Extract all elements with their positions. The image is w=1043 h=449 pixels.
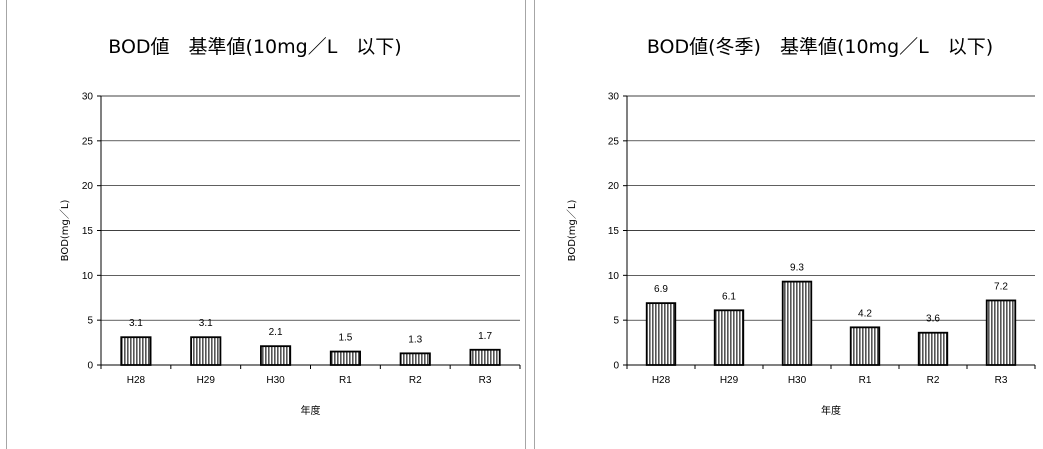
chart-title: BOD値 基準値(10mg／L 以下) — [108, 36, 401, 58]
chart-panel-right: BOD値(冬季) 基準値(10mg／L 以下) 0 5 10 15 20 25 30 6.9 H2… — [534, 0, 1043, 449]
y-tick-label: 20 — [608, 181, 620, 192]
y-tick-label: 25 — [608, 136, 620, 147]
y-tick-label: 30 — [608, 92, 620, 103]
data-label: 9.3 — [790, 263, 804, 274]
data-label: 3.1 — [129, 318, 143, 329]
bar-r1 — [329, 350, 361, 366]
bar-r1 — [849, 326, 881, 366]
y-tick-label: 20 — [82, 181, 94, 192]
x-axis-label: 年度 — [301, 404, 321, 417]
data-label: 1.3 — [408, 334, 422, 345]
bar-h30 — [260, 345, 292, 366]
y-tick-label: 0 — [613, 361, 619, 372]
chart-title: BOD値(冬季) 基準値(10mg／L 以下) — [647, 36, 993, 58]
bar-h30 — [781, 280, 813, 366]
data-label: 3.1 — [199, 318, 213, 329]
x-tick-label: R2 — [927, 375, 940, 386]
x-tick-label: R1 — [339, 375, 352, 386]
bar-h28 — [645, 302, 677, 366]
y-axis-label: BOD(mg／L) — [566, 200, 578, 262]
data-label: 7.2 — [994, 281, 1008, 292]
y-tick-label: 0 — [87, 361, 93, 372]
data-label: 1.5 — [338, 333, 352, 344]
x-tick-label: R2 — [409, 375, 422, 386]
x-tick-label: R3 — [995, 375, 1008, 386]
y-tick-label: 25 — [82, 136, 94, 147]
bar-r2 — [399, 352, 431, 366]
x-tick-label: H28 — [652, 375, 671, 386]
bar-h29 — [713, 309, 745, 366]
bar-chart-bod: BOD値 基準値(10mg／L 以下) 0 5 10 15 20 25 30 3.1 H28 3.1… — [59, 36, 521, 417]
data-label: 3.6 — [926, 314, 940, 325]
x-tick-label: H30 — [266, 375, 285, 386]
x-tick-label: H30 — [788, 375, 807, 386]
bar-r3 — [469, 348, 501, 366]
x-tick-label: H29 — [720, 375, 739, 386]
y-tick-label: 15 — [608, 226, 620, 237]
x-axis-label: 年度 — [821, 404, 841, 417]
bar-h29 — [190, 336, 222, 366]
x-tick-label: R1 — [859, 375, 872, 386]
data-label: 6.9 — [654, 284, 668, 295]
data-label: 4.2 — [858, 308, 872, 319]
y-tick-label: 10 — [82, 271, 94, 282]
data-label: 2.1 — [269, 327, 283, 338]
x-tick-label: R3 — [479, 375, 492, 386]
x-tick-label: H29 — [197, 375, 216, 386]
y-tick-label: 15 — [82, 226, 94, 237]
bar-chart-bod-winter: BOD値(冬季) 基準値(10mg／L 以下) 0 5 10 15 20 25 30 6.9 H2… — [566, 36, 1036, 417]
y-tick-label: 5 — [87, 316, 93, 327]
bar-r3 — [985, 299, 1017, 366]
bar-r2 — [917, 331, 949, 366]
chart-panel-left: BOD値 基準値(10mg／L 以下) 0 5 10 15 20 25 30 3.1 H28 3.1… — [6, 0, 526, 449]
y-axis-label: BOD(mg／L) — [59, 200, 71, 262]
bar-h28 — [120, 336, 152, 366]
y-tick-label: 5 — [613, 316, 619, 327]
y-tick-label: 30 — [82, 92, 94, 103]
y-tick-label: 10 — [608, 271, 620, 282]
x-tick-label: H28 — [127, 375, 146, 386]
data-label: 1.7 — [478, 331, 492, 342]
data-label: 6.1 — [722, 291, 736, 302]
